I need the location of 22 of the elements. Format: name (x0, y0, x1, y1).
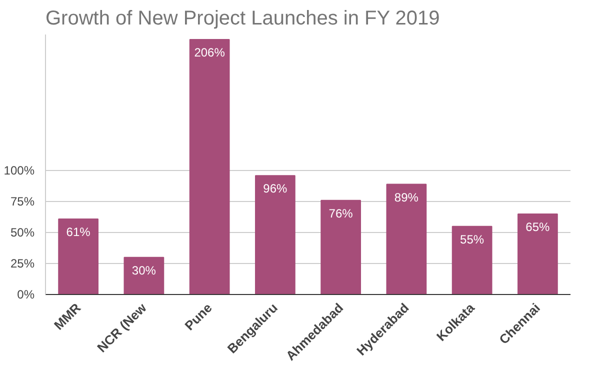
chart-title: Growth of New Project Launches in FY 2019 (46, 8, 440, 30)
bar (58, 218, 98, 294)
bar (255, 175, 296, 294)
bar (452, 226, 492, 294)
data-label: 206% (194, 45, 226, 60)
data-label: 61% (66, 224, 91, 239)
data-label: 65% (526, 220, 550, 234)
data-label: 55% (460, 232, 484, 246)
y-tick-label: 75% (10, 194, 35, 209)
y-tick-label: 100% (4, 164, 35, 178)
bar (518, 214, 558, 294)
bar (189, 38, 230, 294)
bar (386, 184, 427, 294)
y-tick-label: 0% (17, 288, 35, 302)
y-tick-label: 25% (10, 256, 35, 271)
y-tick-label: 50% (10, 226, 35, 240)
data-label: 96% (263, 182, 288, 196)
data-label: 89% (394, 190, 419, 204)
data-label: 30% (132, 263, 156, 278)
bar (320, 200, 361, 294)
bar (124, 256, 164, 294)
data-label: 76% (328, 206, 354, 220)
